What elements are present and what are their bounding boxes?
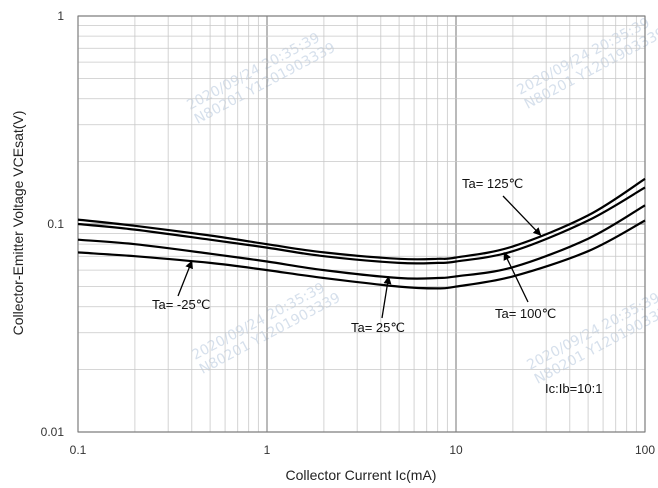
condition-note: Ic:Ib=10:1 <box>545 381 602 396</box>
x-tick-label: 100 <box>635 443 655 457</box>
series-line-1 <box>77 177 646 261</box>
annotation-arrow-3 <box>381 275 392 319</box>
annotation-arrow-4 <box>177 260 193 297</box>
x-tick-label: 0.1 <box>70 443 87 457</box>
x-axis-label: Collector Current Ic(mA) <box>286 467 437 483</box>
annotation-label-4: Ta= -25℃ <box>152 297 210 312</box>
tick-labels: 0.1 1 10 100 0.01 0.1 1 <box>41 9 656 457</box>
annotation-arrow-1 <box>502 195 542 236</box>
x-tick-label: 10 <box>449 443 463 457</box>
annotation-arrow-2 <box>503 251 529 303</box>
series-line-3 <box>77 204 646 280</box>
annotation-label-3: Ta= 25℃ <box>351 320 405 335</box>
x-tick-label: 1 <box>264 443 271 457</box>
y-tick-label: 1 <box>57 9 64 23</box>
series-line-4 <box>77 219 646 290</box>
annotation-layer: Ta= 125℃ Ta= 100℃ Ta= 25℃ Ta= -25℃ <box>152 176 556 335</box>
y-axis-label: Collector-Emitter Voltage VCEsat(V) <box>10 111 26 336</box>
annotation-label-2: Ta= 100℃ <box>495 306 556 321</box>
grid <box>77 15 646 433</box>
annotation-label-1: Ta= 125℃ <box>462 176 523 191</box>
y-tick-label: 0.1 <box>47 217 64 231</box>
y-tick-label: 0.01 <box>41 425 65 439</box>
series-line-2 <box>77 186 646 265</box>
